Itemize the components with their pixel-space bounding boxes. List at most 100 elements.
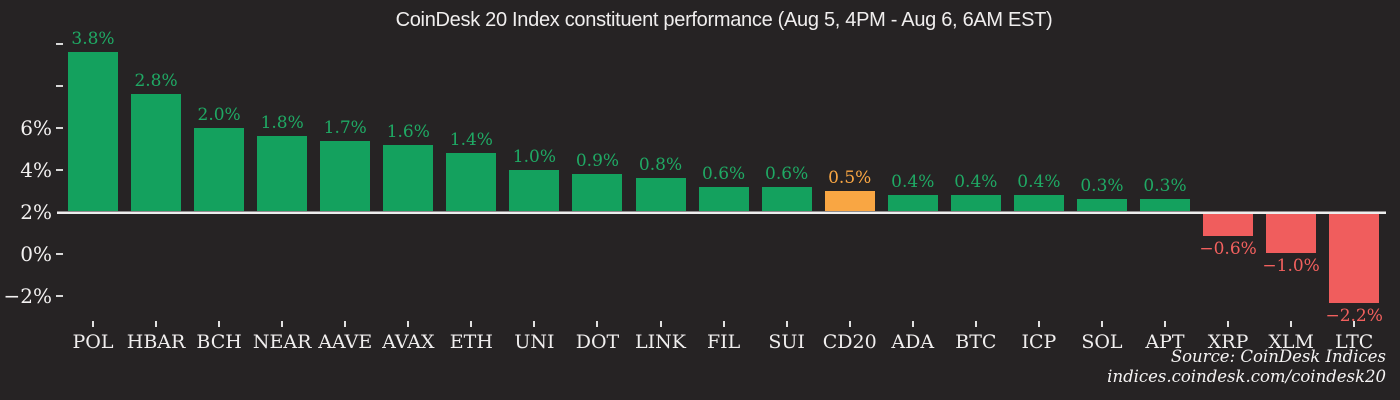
x-label-DOT: DOT [575,331,620,353]
y-axis-label: 0% [20,242,52,266]
bar-XLM [1266,214,1317,253]
x-label-FIL: FIL [706,331,741,353]
bar-value-label-AAVE: 1.7% [323,117,367,138]
bar-value-label-SUI: 0.6% [765,163,809,184]
bar-BCH [194,128,245,211]
bar-AAVE [320,140,371,211]
x-label-SOL: SOL [1081,331,1123,353]
bar-value-label-XRP: −0.6% [1199,239,1257,260]
bar-value-label-BTC: 0.4% [954,172,998,193]
x-label-SUI: SUI [768,331,805,353]
bar-value-label-BCH: 2.0% [197,105,241,125]
x-axis-tick [344,321,347,327]
bar-CD20 [824,191,875,211]
x-label-NEAR: NEAR [252,331,312,353]
bar-XRP [1203,214,1254,237]
x-axis-tick [1164,321,1167,327]
bar-value-label-APT: 0.3% [1143,176,1187,197]
bar-value-label-ADA: 0.4% [891,172,935,193]
x-label-LTC: LTC [1335,331,1374,353]
x-label-XLM: XLM [1268,331,1314,353]
y-axis-tick [56,43,63,45]
x-axis-tick [911,321,914,327]
x-axis-tick [722,321,725,327]
bar-NEAR [257,136,308,211]
bar-value-label-DOT: 0.9% [575,151,620,172]
x-axis-tick [1290,321,1293,327]
y-axis-tick [56,253,63,255]
x-axis-tick [785,321,788,327]
x-axis-tick [281,321,284,327]
bar-APT [1140,199,1191,211]
bar-value-label-POL: 3.8% [71,29,115,50]
y-axis-tick [56,85,63,87]
x-label-BCH: BCH [196,331,242,353]
source-url: indices.coindesk.com/coindesk20 [1107,367,1386,386]
x-axis-tick [1353,321,1356,327]
y-axis-tick [56,295,63,297]
x-label-CD20: CD20 [822,331,877,353]
x-label-UNI: UNI [514,331,555,353]
x-axis-tick [596,321,599,327]
x-axis-tick [155,321,158,327]
x-label-APT: APT [1145,331,1185,353]
y-axis-label: 2% [20,200,52,224]
y-axis-label: 4% [20,158,52,182]
x-axis-tick [1227,321,1230,327]
bar-value-label-AVAX: 1.6% [386,121,430,142]
bar-FIL [698,186,749,211]
x-axis-tick [1037,321,1040,327]
x-axis-tick [659,321,662,327]
bar-value-label-ETH: 1.4% [449,130,493,151]
y-axis-tick [56,169,63,171]
bar-AVAX [383,144,434,211]
zero-baseline [57,211,1386,214]
bar-value-label-LTC: −2.2% [1325,306,1383,327]
x-axis-tick [218,321,221,327]
bar-ETH [446,153,497,211]
bar-BTC [950,195,1001,211]
x-axis-tick [974,321,977,327]
x-label-POL: POL [72,331,114,353]
y-axis-label: −2% [3,284,53,308]
x-axis-tick [1100,321,1103,327]
bar-UNI [509,170,560,211]
x-axis-tick [470,321,473,327]
bar-value-label-HBAR: 2.8% [134,71,178,92]
bar-value-label-FIL: 0.6% [701,163,746,184]
x-label-LINK: LINK [635,331,686,353]
x-axis-tick [848,321,851,327]
bar-value-label-CD20: 0.5% [828,168,872,188]
source-attribution: Source: CoinDesk Indices indices.coindes… [1107,347,1386,387]
x-axis-tick [407,321,410,327]
bar-value-label-ICP: 0.4% [1017,172,1061,193]
bar-value-label-XLM: −1.0% [1262,256,1320,276]
bar-value-label-SOL: 0.3% [1080,176,1124,197]
x-label-ETH: ETH [449,331,493,353]
y-axis-label: 6% [20,116,52,140]
x-axis-tick [533,321,536,327]
bar-value-label-LINK: 0.8% [638,155,683,176]
bar-HBAR [131,94,182,211]
x-label-BTC: BTC [955,331,997,353]
bar-ADA [887,195,938,211]
x-label-AAVE: AAVE [318,331,373,353]
x-axis-tick [92,321,94,327]
bar-LTC [1329,214,1380,304]
source-text: Source: CoinDesk Indices [1170,347,1386,366]
bar-value-label-NEAR: 1.8% [260,113,304,134]
bar-SUI [761,186,812,211]
y-axis-tick [56,127,63,129]
bar-POL [68,52,118,211]
x-label-XRP: XRP [1207,331,1249,353]
x-label-ICP: ICP [1021,331,1057,353]
x-label-HBAR: HBAR [126,331,186,353]
bar-value-label-UNI: 1.0% [512,147,556,167]
x-label-ADA: ADA [891,331,935,353]
bar-SOL [1076,199,1127,211]
bar-DOT [572,174,623,211]
chart-title: CoinDesk 20 Index constituent performanc… [395,9,1053,31]
x-label-AVAX: AVAX [382,331,435,353]
bar-LINK [635,178,686,211]
